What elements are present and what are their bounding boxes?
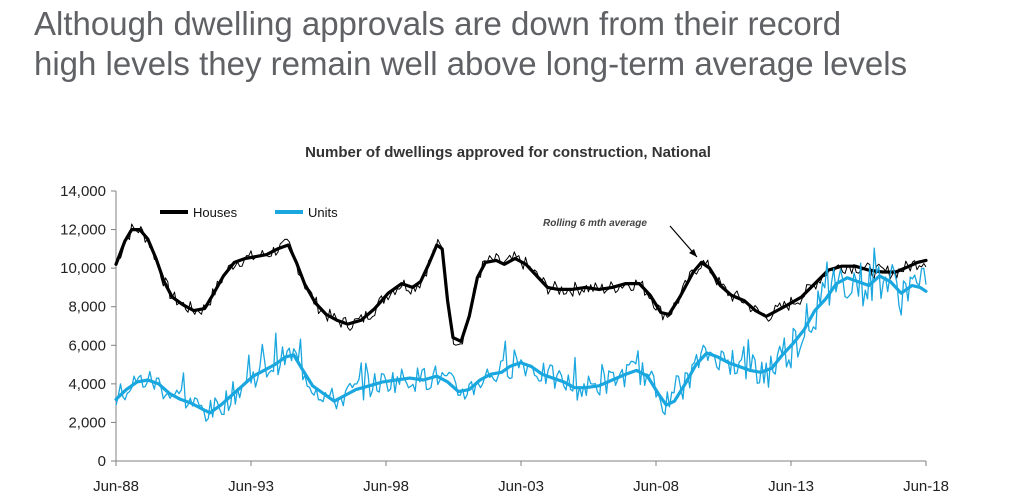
y-tick-label: 14,000 xyxy=(60,183,106,200)
chart-series-layer xyxy=(114,223,928,422)
y-tick-label: 8,000 xyxy=(68,299,106,316)
y-tick-label: 2,000 xyxy=(68,414,106,431)
legend-units-label: Units xyxy=(308,205,338,220)
rolling-average-annotation: Rolling 6 mth average xyxy=(543,218,698,258)
legend-houses-label: Houses xyxy=(193,205,238,220)
series-units-rolling-avg-line xyxy=(114,274,928,415)
x-tick-label: Jun-18 xyxy=(903,478,949,495)
x-tick-label: Jun-03 xyxy=(498,478,544,495)
series-houses-rolling-avg-line xyxy=(114,228,928,343)
slide-title-line-1: Although dwelling approvals are down fro… xyxy=(34,5,842,42)
x-tick-label: Jun-08 xyxy=(633,478,679,495)
y-tick-label: 0 xyxy=(98,453,106,470)
x-tick-label: Jun-93 xyxy=(228,478,274,495)
x-tick-label: Jun-88 xyxy=(93,478,139,495)
y-tick-label: 12,000 xyxy=(60,222,106,239)
chart-axes: 0 2,000 4,000 6,000 8,000 10,000 12,000 14,000 J… xyxy=(60,183,949,495)
slide-title-line-2: high levels they remain well above long-… xyxy=(34,45,908,82)
series-units-monthly-line xyxy=(115,247,927,422)
slide-title: Although dwelling approvals are down fro… xyxy=(34,4,1014,84)
y-tick-label: 10,000 xyxy=(60,260,106,277)
x-tick-label: Jun-98 xyxy=(363,478,409,495)
chart-title: Number of dwellings approved for constru… xyxy=(305,144,711,161)
chart-legend: Houses Units xyxy=(160,205,338,220)
annotation-label: Rolling 6 mth average xyxy=(543,218,647,229)
x-tick-label: Jun-13 xyxy=(768,478,814,495)
annotation-arrowhead xyxy=(689,249,697,257)
y-tick-label: 6,000 xyxy=(68,337,106,354)
y-tick-label: 4,000 xyxy=(68,376,106,393)
